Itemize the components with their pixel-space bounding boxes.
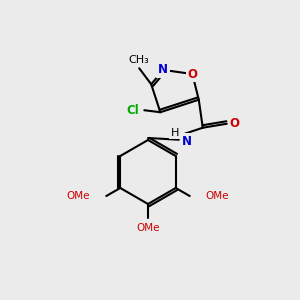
Text: H: H (171, 128, 179, 138)
Text: OMe: OMe (206, 191, 229, 201)
Text: Cl: Cl (126, 104, 139, 117)
Text: OMe: OMe (136, 223, 160, 233)
Text: O: O (188, 68, 197, 80)
Text: O: O (230, 117, 240, 130)
Text: N: N (158, 63, 168, 76)
Text: OMe: OMe (67, 191, 90, 201)
Text: CH₃: CH₃ (129, 55, 150, 65)
Text: N: N (182, 135, 192, 148)
